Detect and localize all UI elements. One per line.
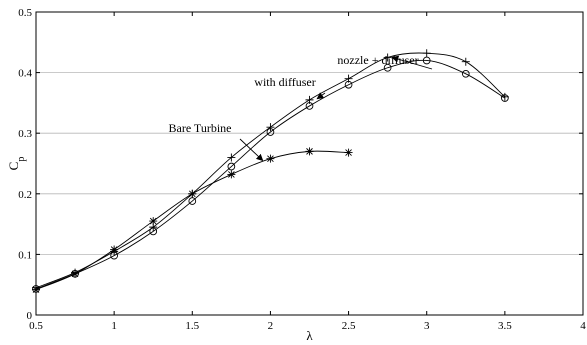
data-point	[266, 128, 275, 136]
y-tick-label: 0.5	[18, 7, 32, 19]
series-line	[35, 59, 506, 290]
series-bare-turbine	[32, 147, 353, 294]
x-tick-label: 0.5	[29, 320, 43, 332]
gridlines	[36, 72, 583, 255]
circle-marker	[383, 63, 392, 72]
circle-marker	[344, 80, 353, 89]
y-tick-label: 0.4	[18, 68, 32, 80]
star-marker	[110, 245, 119, 254]
y-tick-label: 0.3	[18, 128, 32, 140]
y-tick-label: 0	[27, 310, 33, 322]
star-marker	[71, 269, 80, 278]
annotation-nozzle-diffuser: nozzle + diffuser	[337, 53, 433, 70]
star-marker	[149, 217, 158, 226]
x-tick-label: 4	[580, 320, 586, 332]
plot-frame	[35, 11, 584, 316]
y-axis-label-subscript: p	[16, 157, 27, 162]
y-tick-label: 0.1	[18, 249, 32, 261]
circle-marker	[305, 102, 314, 110]
data-point	[266, 154, 275, 163]
x-tick-label: 3	[424, 320, 430, 332]
y-tick-label: 0.2	[18, 189, 32, 201]
series-layer	[32, 49, 509, 294]
annotations: nozzle + diffuser with diffuser Bare Turbi…	[169, 53, 433, 162]
annotation-label: nozzle + diffuser	[337, 53, 418, 67]
data-point	[501, 94, 509, 102]
annotation-arrow	[239, 138, 264, 162]
data-point	[383, 63, 392, 72]
x-tick-label: 3.5	[498, 320, 512, 332]
x-tick-labels: 0.5 1 1.5 2 2.5 3 3.5 4	[29, 320, 586, 332]
plus-marker	[227, 153, 236, 162]
data-point	[422, 56, 431, 65]
annotation-with-diffuser: with diffuser	[254, 75, 326, 100]
x-axis-label: λ	[306, 328, 313, 343]
star-marker	[227, 170, 236, 179]
data-point	[149, 217, 158, 226]
x-tick-label: 1.5	[185, 320, 199, 332]
circle-marker	[266, 128, 275, 136]
data-point	[227, 153, 236, 162]
y-axis-label-main: C	[6, 162, 21, 171]
axis-ticks	[35, 11, 584, 316]
star-marker	[32, 285, 40, 294]
y-axis-label: Cp	[6, 157, 27, 171]
plus-marker	[266, 123, 275, 132]
data-point	[110, 245, 119, 254]
data-point	[344, 148, 353, 157]
star-marker	[266, 154, 275, 163]
data-point	[461, 57, 470, 66]
annotation-bare-turbine: Bare Turbine	[169, 121, 264, 162]
circle-marker	[501, 94, 509, 102]
data-point	[344, 80, 353, 89]
data-point	[32, 285, 40, 294]
data-point	[71, 269, 80, 278]
series-with-diffuser	[32, 56, 509, 293]
annotation-arrow	[391, 55, 433, 70]
data-point	[305, 102, 314, 110]
data-point	[266, 123, 275, 132]
annotation-arrow	[316, 92, 326, 100]
data-point	[305, 147, 314, 156]
data-point	[188, 189, 197, 198]
plus-marker	[422, 49, 431, 58]
star-marker	[188, 189, 197, 198]
data-point	[461, 69, 470, 78]
data-point	[149, 227, 158, 236]
y-tick-labels: 0 0.1 0.2 0.3 0.4 0.5	[18, 7, 32, 322]
x-tick-label: 2	[268, 320, 274, 332]
circle-marker	[461, 69, 470, 78]
circle-marker	[422, 56, 431, 65]
data-point	[383, 53, 392, 62]
data-point	[227, 162, 236, 171]
plus-marker	[461, 57, 470, 66]
x-tick-label: 1	[111, 320, 117, 332]
x-tick-label: 2.5	[342, 320, 356, 332]
star-marker	[305, 147, 314, 156]
annotation-label: with diffuser	[254, 75, 315, 89]
annotation-label: Bare Turbine	[169, 121, 232, 135]
star-marker	[344, 148, 353, 157]
circle-marker	[227, 162, 236, 171]
plus-marker	[383, 53, 392, 62]
data-point	[422, 49, 431, 58]
circle-marker	[149, 227, 158, 236]
data-point	[227, 170, 236, 179]
